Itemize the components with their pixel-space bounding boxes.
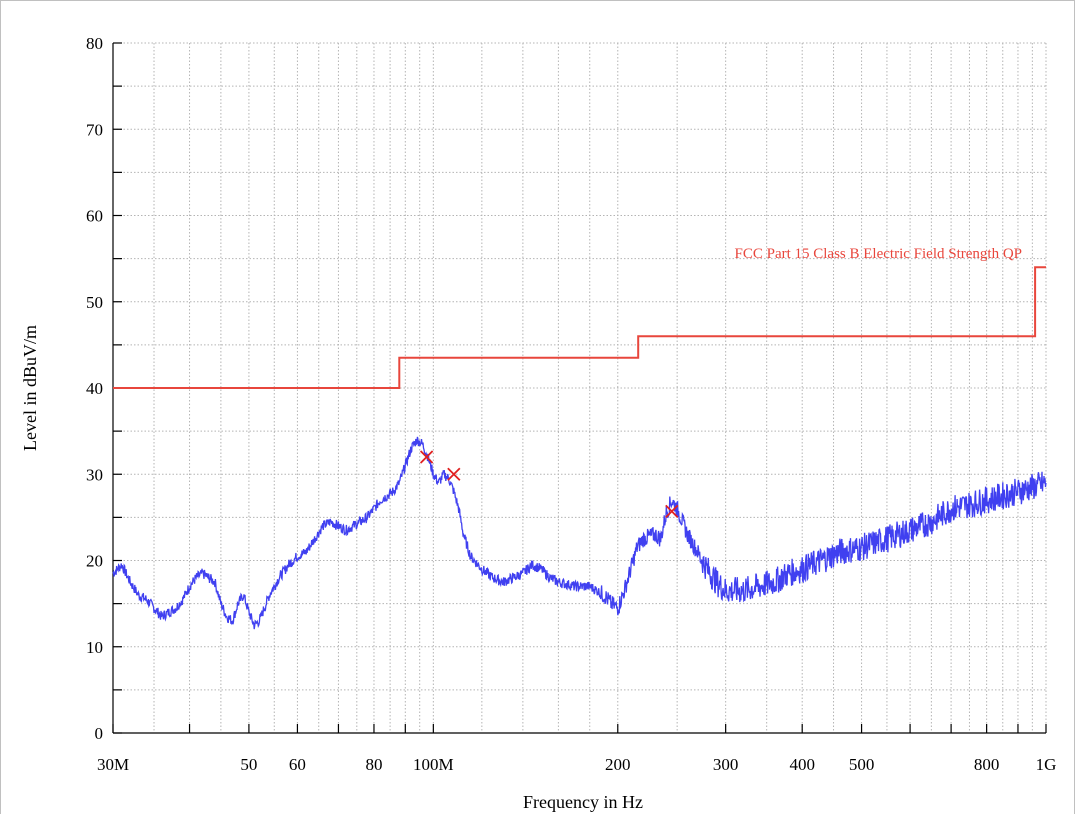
x-tick-label: 100M: [413, 755, 454, 774]
x-tick-label: 800: [974, 755, 1000, 774]
limit-line-label: FCC Part 15 Class B Electric Field Stren…: [735, 246, 1023, 262]
peak-marker: [447, 467, 461, 481]
x-tick-label: 1G: [1036, 755, 1057, 774]
marker-layer: [419, 450, 679, 518]
outer-frame-left: [0, 0, 1, 814]
x-tick-label: 300: [713, 755, 739, 774]
x-tick-label: 60: [289, 755, 306, 774]
x-axis-title: Frequency in Hz: [523, 792, 643, 812]
x-tick-labels: 30M 50 60 80 100M 200 300 400 500 800 1G: [97, 755, 1056, 774]
y-tick-label: 0: [95, 724, 104, 743]
peak-marker: [419, 450, 434, 464]
x-tick-label: 200: [605, 755, 631, 774]
y-tick-label: 10: [86, 638, 103, 657]
x-tick-label: 400: [789, 755, 815, 774]
x-tick-label: 500: [849, 755, 875, 774]
y-tick-label: 20: [86, 552, 103, 571]
y-tick-labels: 0 10 20 30 40 50 60 70 80: [86, 34, 103, 743]
x-tick-label: 80: [365, 755, 382, 774]
peak-marker: [665, 504, 679, 518]
limit-line: [113, 266, 1046, 389]
y-tick-label: 70: [86, 120, 103, 139]
y-tick-label: 60: [86, 207, 103, 226]
x-tick-label: 50: [240, 755, 257, 774]
outer-frame-top: [0, 0, 1075, 1]
y-tick-label: 30: [86, 465, 103, 484]
grid-lines: [112, 42, 1047, 734]
y-tick-label: 50: [86, 293, 103, 312]
x-tick-label: 30M: [97, 755, 129, 774]
series-layer: [112, 266, 1047, 630]
y-tick-label: 80: [86, 34, 103, 53]
y-tick-label: 40: [86, 379, 103, 398]
y-axis-title: Level in dBuV/m: [20, 325, 40, 451]
measurement-trace: [112, 436, 1047, 630]
